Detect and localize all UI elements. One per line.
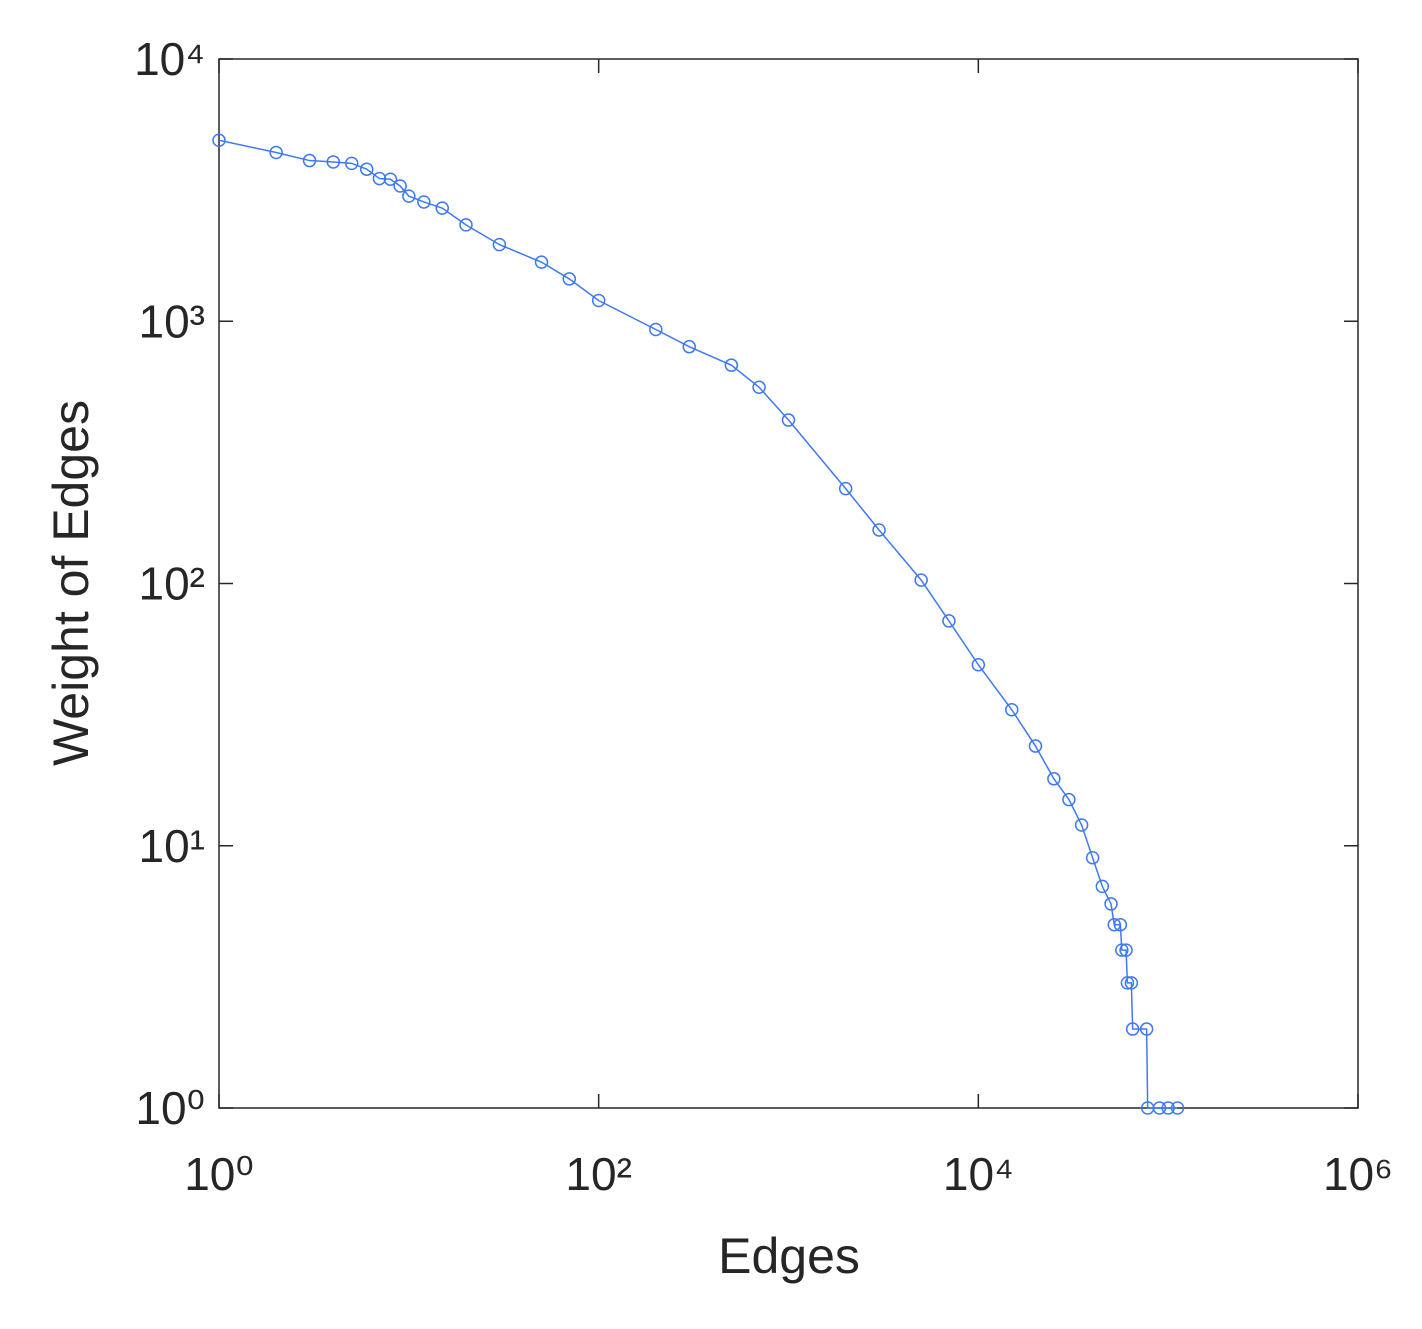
- data-point: [1095, 879, 1110, 894]
- data-point: [1113, 917, 1128, 932]
- data-point: [326, 155, 341, 169]
- x-tick-label: 10⁶: [1323, 1148, 1393, 1200]
- data-point: [1124, 976, 1139, 990]
- data-point: [1125, 1022, 1140, 1036]
- data-point: [435, 201, 450, 215]
- data-point: [1119, 943, 1133, 957]
- data-point: [1139, 1022, 1154, 1036]
- data-point: [914, 573, 928, 587]
- y-tick-label: 10²: [139, 558, 205, 610]
- data-point: [682, 339, 696, 354]
- data-line: [218, 139, 1178, 1109]
- data-point: [562, 272, 577, 286]
- x-axis-label: Edges: [718, 1228, 860, 1284]
- plot-frame: [218, 58, 1359, 1109]
- data-point: [372, 171, 387, 186]
- y-tick-label: 10⁴: [134, 33, 205, 85]
- data-point: [971, 657, 986, 672]
- data-point: [1028, 739, 1043, 753]
- data-point: [402, 189, 416, 203]
- data-point: [302, 153, 317, 168]
- data-point: [1047, 772, 1061, 786]
- data-point: [383, 172, 398, 186]
- data-point: [838, 481, 853, 496]
- x-tick-label: 10²: [565, 1148, 631, 1200]
- y-tick-label: 10⁰: [135, 1082, 205, 1134]
- data-point: [781, 413, 796, 427]
- data-point: [1062, 792, 1076, 807]
- data-point: [1115, 943, 1129, 957]
- data-point: [872, 523, 886, 537]
- data-point: [1107, 917, 1122, 932]
- data-point: [1161, 1101, 1175, 1115]
- data-point: [1152, 1101, 1167, 1115]
- y-tick-label: 10¹: [139, 820, 205, 872]
- data-point: [269, 145, 283, 160]
- data-point: [459, 218, 473, 232]
- data-point: [752, 380, 766, 395]
- data-point: [724, 358, 739, 372]
- data-point: [1074, 818, 1089, 832]
- y-tick-label: 10³: [139, 295, 205, 347]
- data-point: [942, 614, 956, 628]
- data-point: [212, 133, 226, 147]
- data-point: [359, 162, 374, 176]
- data-point: [1170, 1101, 1185, 1115]
- data-point: [393, 179, 407, 193]
- data-point: [417, 195, 431, 209]
- data-point: [1120, 976, 1135, 990]
- data-point: [591, 293, 606, 308]
- data-point: [1104, 897, 1118, 911]
- x-tick-label: 10⁰: [184, 1148, 254, 1200]
- y-axis-label: Weight of Edges: [43, 400, 99, 766]
- data-point: [492, 237, 507, 252]
- data-point: [534, 255, 549, 269]
- data-point: [344, 156, 359, 171]
- data-point: [1005, 703, 1019, 717]
- data-point: [1085, 850, 1100, 865]
- x-tick-label: 10⁴: [943, 1148, 1014, 1200]
- data-point: [649, 322, 663, 337]
